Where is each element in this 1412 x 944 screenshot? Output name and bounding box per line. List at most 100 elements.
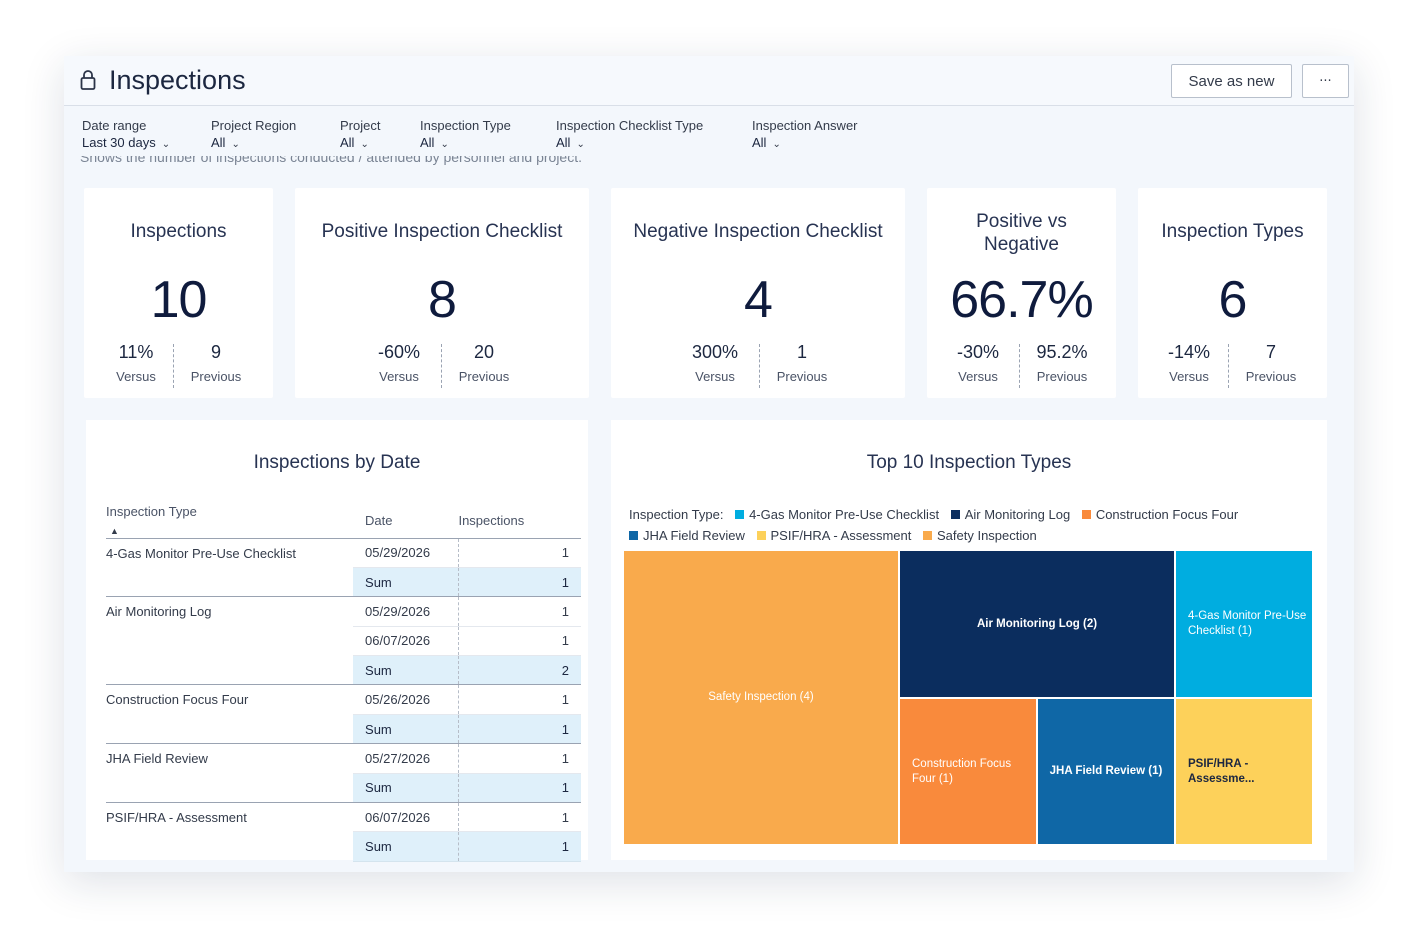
filter-value: All ⌄	[211, 135, 240, 150]
table-row: JHA Field Review 05/27/2026 1	[106, 743, 581, 804]
filter-project[interactable]: Project All ⌄	[340, 118, 380, 150]
group-type-cell: Air Monitoring Log	[106, 596, 354, 686]
treemap-legend: Inspection Type: 4-Gas Monitor Pre-Use C…	[629, 504, 1309, 546]
legend-swatch	[950, 510, 960, 519]
table-row: Construction Focus Four 05/26/2026 1	[106, 684, 581, 745]
inspections-by-date-panel: Inspections by Date Inspection Type ▲ Dat…	[86, 420, 588, 862]
table-row-sum: Sum 2	[106, 655, 581, 686]
legend-item[interactable]: Safety Inspection	[923, 525, 1037, 546]
column-header-inspection-type[interactable]: Inspection Type ▲	[106, 504, 354, 539]
group-type-cell: PSIF/HRA - Assessment	[106, 810, 247, 826]
treemap-tile[interactable]: Air Monitoring Log (2)	[899, 550, 1175, 698]
treemap-tile[interactable]: 4-Gas Monitor Pre-Use Checklist (1)	[1175, 550, 1313, 698]
legend-item[interactable]: JHA Field Review	[629, 525, 745, 546]
sum-value-cell: 1	[457, 831, 581, 862]
legend-item[interactable]: 4-Gas Monitor Pre-Use Checklist	[735, 504, 939, 525]
panel-title: Inspections by Date	[253, 452, 421, 473]
sum-label-cell: Sum	[353, 831, 459, 862]
kpi-versus: -60% Versus	[377, 342, 421, 384]
column-header-date[interactable]: Date	[353, 504, 459, 539]
legend-swatch	[1081, 510, 1091, 519]
count-cell: 1	[457, 684, 581, 715]
filter-date-range[interactable]: Date range Last 30 days ⌄	[82, 118, 170, 150]
legend-item[interactable]: PSIF/HRA - Assessment	[756, 525, 911, 546]
group-type-cell: JHA Field Review	[106, 743, 354, 804]
kpi-title: Inspections	[130, 221, 227, 242]
kpi-versus: -30% Versus	[956, 342, 1000, 384]
filter-inspection-checklist-type[interactable]: Inspection Checklist Type All ⌄	[556, 118, 703, 150]
table-row: Air Monitoring Log 05/29/2026 1	[106, 596, 581, 686]
kpi-stats: 300% Versus 1 Previous	[611, 342, 905, 388]
table-row-sum: Sum 1	[106, 567, 581, 598]
kpi-stats: -30% Versus 95.2% Previous	[927, 342, 1116, 388]
kpi-card-negative-checklist[interactable]: Negative Inspection Checklist 4 300% Vers…	[611, 188, 905, 398]
kpi-value: 6	[1218, 271, 1248, 329]
chevron-down-icon: ⌄	[231, 139, 240, 150]
kpi-previous: 95.2% Previous	[1036, 342, 1088, 384]
treemap-tile[interactable]: Safety Inspection (4)	[623, 550, 899, 845]
filter-value: All ⌄	[752, 135, 781, 150]
treemap-tile[interactable]: JHA Field Review (1)	[1037, 698, 1175, 845]
count-cell: 1	[457, 538, 581, 568]
filter-inspection-type[interactable]: Inspection Type All ⌄	[420, 118, 511, 150]
filter-inspection-answer[interactable]: Inspection Answer All ⌄	[752, 118, 858, 150]
kpi-value: 8	[428, 271, 457, 329]
filter-value: All ⌄	[420, 135, 449, 150]
group-type-cell: Construction Focus Four	[106, 684, 354, 745]
dashboard-header: Inspections Save as new ···	[64, 56, 1354, 106]
filter-label: Project	[340, 118, 381, 133]
treemap-tile-label: Air Monitoring Log (2)	[976, 617, 1098, 630]
kpi-versus: 300% Versus	[691, 342, 739, 384]
sum-label-cell: Sum	[353, 714, 459, 745]
treemap-tile-label: Construction Focus Four (1)	[912, 757, 1012, 785]
treemap-tile-label: PSIF/HRA - Assessme...	[1188, 757, 1255, 785]
kpi-previous: 20 Previous	[458, 342, 510, 384]
table-row-sum: Sum 1	[106, 773, 581, 804]
sum-label-cell: Sum	[353, 567, 459, 598]
filter-value: All ⌄	[556, 135, 585, 150]
treemap-tile-label: Safety Inspection (4)	[708, 691, 814, 703]
date-cell: 05/29/2026	[353, 538, 459, 568]
legend-swatch	[923, 531, 932, 540]
date-cell: 05/27/2026	[353, 743, 459, 774]
inspection-types-treemap: Safety Inspection (4) Air Monitoring Log …	[623, 550, 1313, 845]
filter-label: Inspection Type	[420, 118, 511, 133]
kpi-title: Negative Inspection Checklist	[633, 221, 883, 242]
kpi-card-positive-checklist[interactable]: Positive Inspection Checklist 8 -60% Vers…	[295, 188, 589, 398]
count-cell: 1	[457, 596, 581, 627]
legend-title: Inspection Type:	[629, 507, 724, 522]
filter-label: Project Region	[211, 118, 297, 133]
treemap-tile[interactable]: Construction Focus Four (1)	[899, 698, 1037, 845]
legend-swatch	[756, 531, 766, 540]
table-row: PSIF/HRA - Assessment 06/07/2026 1	[106, 802, 581, 833]
legend-item[interactable]: Air Monitoring Log	[950, 504, 1070, 525]
stat-divider	[1228, 344, 1229, 388]
kpi-versus: -14% Versus	[1167, 342, 1211, 384]
sum-label-cell: Sum	[353, 773, 459, 804]
filter-label: Inspection Answer	[752, 118, 858, 133]
kpi-card-inspections[interactable]: Inspections 10 11% Versus 9 Previous	[84, 188, 273, 398]
kpi-card-positive-vs-negative[interactable]: Positive vs Negative 66.7% -30% Versus 95…	[927, 188, 1116, 398]
table-header-row: Inspection Type ▲ Date Inspections	[106, 504, 581, 539]
table-row-sum: Sum 1	[106, 714, 581, 745]
save-as-new-button[interactable]: Save as new	[1171, 64, 1292, 98]
kpi-card-inspection-types[interactable]: Inspection Types 6 -14% Versus 7 Previous	[1138, 188, 1327, 398]
stat-divider	[759, 344, 760, 388]
column-header-inspections[interactable]: Inspections	[458, 504, 581, 539]
kpi-title: Positive Inspection Checklist	[321, 221, 563, 242]
kpi-previous: 1 Previous	[776, 342, 828, 384]
kpi-title: Positive vs Negative	[976, 211, 1067, 255]
filter-project-region[interactable]: Project Region All ⌄	[211, 118, 296, 150]
filter-label: Date range	[82, 118, 147, 133]
kpi-versus: 11% Versus	[116, 342, 156, 384]
chevron-down-icon: ⌄	[440, 139, 449, 150]
count-cell: 1	[457, 743, 581, 774]
legend-item[interactable]: Construction Focus Four	[1081, 504, 1238, 525]
kpi-stats: -14% Versus 7 Previous	[1138, 342, 1327, 388]
inspections-dashboard: Inspections Save as new ··· Date range L…	[64, 56, 1354, 872]
treemap-tile-label: JHA Field Review (1)	[1049, 765, 1163, 777]
panel-title: Top 10 Inspection Types	[866, 452, 1072, 473]
treemap-tile[interactable]: PSIF/HRA - Assessme...	[1175, 698, 1313, 845]
more-options-button[interactable]: ···	[1302, 64, 1349, 98]
chevron-down-icon: ⌄	[576, 139, 585, 150]
